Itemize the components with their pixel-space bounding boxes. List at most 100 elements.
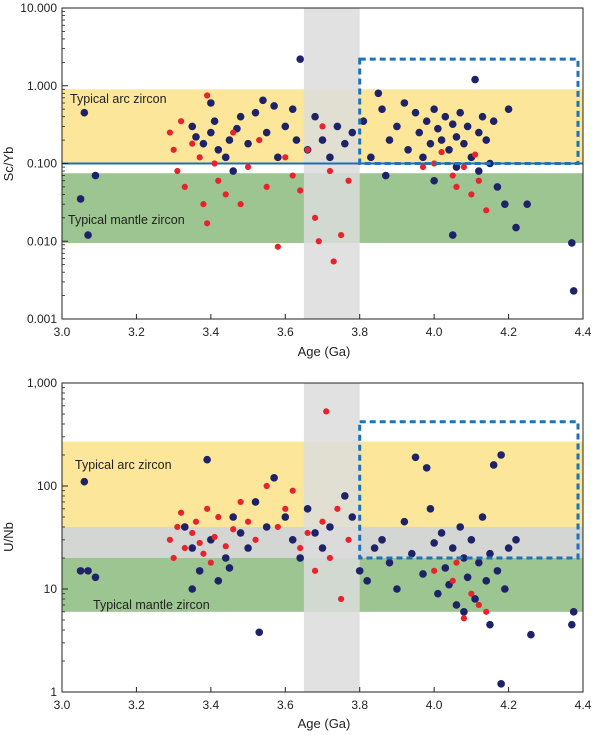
x-tick-label: 3.8 bbox=[351, 698, 368, 712]
x-tick-label: 4.2 bbox=[500, 698, 517, 712]
navy-data-point bbox=[460, 554, 468, 562]
red-data-point bbox=[211, 533, 218, 541]
navy-data-point bbox=[199, 139, 208, 148]
red-data-point bbox=[460, 163, 468, 171]
y-axis-label: U/Nb bbox=[1, 522, 16, 552]
navy-data-point bbox=[437, 136, 446, 144]
navy-data-point bbox=[475, 128, 483, 137]
navy-data-point bbox=[441, 112, 450, 121]
navy-data-point bbox=[318, 544, 327, 552]
y-tick-label: 0.100 bbox=[27, 157, 57, 171]
red-data-point bbox=[170, 146, 177, 153]
time-window-band bbox=[303, 383, 360, 692]
navy-data-point bbox=[385, 558, 394, 567]
y-tick-label: 100 bbox=[37, 479, 57, 493]
navy-data-point bbox=[333, 122, 342, 131]
navy-data-point bbox=[303, 505, 312, 513]
navy-data-point bbox=[251, 108, 260, 117]
red-data-point bbox=[170, 554, 177, 562]
arc-zone-label: Typical arc zircon bbox=[70, 92, 167, 106]
navy-data-point bbox=[445, 146, 453, 154]
red-data-point bbox=[237, 498, 244, 506]
red-data-point bbox=[274, 243, 281, 250]
red-data-point bbox=[263, 183, 270, 191]
red-data-point bbox=[196, 154, 203, 161]
y-tick-label: 0.001 bbox=[27, 312, 57, 326]
red-data-point bbox=[326, 167, 334, 175]
navy-data-point bbox=[378, 536, 386, 544]
navy-data-point bbox=[493, 183, 502, 191]
navy-data-point bbox=[430, 176, 438, 185]
navy-data-point bbox=[422, 117, 431, 125]
red-data-point bbox=[345, 536, 352, 543]
x-tick-label: 4.0 bbox=[426, 325, 443, 339]
navy-data-point bbox=[471, 595, 479, 603]
top-chart: 3.0 3.2 3.4 3.6 3.8 4.0 4.2 4.4 10.000 1.000 0.100… bbox=[1, 1, 592, 359]
navy-data-point bbox=[348, 128, 357, 137]
red-data-point bbox=[483, 207, 490, 214]
navy-data-point bbox=[408, 549, 416, 558]
navy-data-point bbox=[274, 153, 282, 162]
navy-data-point bbox=[400, 517, 409, 526]
red-data-point bbox=[468, 590, 475, 597]
red-data-point bbox=[468, 191, 475, 198]
red-data-point bbox=[177, 509, 185, 516]
red-data-point bbox=[449, 172, 456, 179]
x-tick-label: 3.0 bbox=[54, 698, 71, 712]
red-data-point bbox=[334, 505, 341, 512]
navy-data-point bbox=[270, 102, 278, 110]
x-axis-label: Age (Ga) bbox=[298, 716, 351, 731]
navy-data-point bbox=[188, 585, 197, 593]
navy-data-point bbox=[460, 608, 468, 616]
y-tick-label: 1 bbox=[50, 685, 57, 699]
navy-data-point bbox=[374, 89, 383, 98]
red-data-point bbox=[200, 201, 207, 208]
x-tick-label: 4.2 bbox=[500, 325, 517, 339]
navy-data-point bbox=[463, 573, 472, 582]
red-data-point bbox=[189, 140, 196, 147]
red-data-point bbox=[174, 523, 181, 531]
red-data-point bbox=[449, 577, 456, 584]
navy-data-point bbox=[441, 564, 450, 572]
red-data-point bbox=[222, 191, 229, 198]
y-tick-label: 1.000 bbox=[27, 79, 57, 93]
navy-data-point bbox=[482, 577, 491, 585]
x-tick-label: 3.4 bbox=[203, 325, 220, 339]
red-data-point bbox=[475, 601, 482, 609]
red-data-point bbox=[315, 238, 322, 245]
red-data-point bbox=[215, 513, 222, 521]
navy-data-point bbox=[244, 544, 252, 552]
navy-data-point bbox=[288, 536, 297, 544]
navy-data-point bbox=[195, 567, 204, 575]
navy-data-point bbox=[229, 513, 237, 521]
navy-data-point bbox=[251, 498, 260, 506]
red-data-point bbox=[252, 536, 259, 543]
y-tick-label: 10.000 bbox=[20, 1, 57, 15]
red-data-point bbox=[177, 118, 185, 125]
navy-data-point bbox=[448, 231, 457, 239]
navy-data-point bbox=[214, 146, 223, 154]
red-data-point bbox=[244, 163, 252, 171]
red-data-point bbox=[475, 177, 482, 184]
navy-data-point bbox=[393, 585, 401, 593]
navy-data-point bbox=[415, 128, 424, 137]
red-data-point bbox=[453, 183, 460, 191]
red-data-point bbox=[297, 544, 304, 552]
navy-data-point bbox=[393, 122, 401, 131]
navy-data-point bbox=[411, 453, 420, 462]
red-data-point bbox=[282, 505, 289, 512]
navy-data-point bbox=[426, 505, 435, 513]
mantle-zone-label: Typical mantle zircon bbox=[93, 598, 210, 612]
red-data-point bbox=[189, 529, 196, 537]
navy-data-point bbox=[378, 105, 386, 113]
navy-data-point bbox=[381, 171, 390, 180]
dashed-highlight-box bbox=[358, 57, 580, 165]
navy-data-point bbox=[504, 544, 513, 552]
red-data-point bbox=[471, 151, 479, 158]
navy-data-point bbox=[569, 608, 578, 616]
navy-data-point bbox=[311, 529, 319, 537]
navy-data-point bbox=[456, 108, 464, 117]
navy-data-point bbox=[434, 124, 442, 133]
red-data-point bbox=[338, 595, 345, 603]
red-data-point bbox=[200, 550, 207, 557]
